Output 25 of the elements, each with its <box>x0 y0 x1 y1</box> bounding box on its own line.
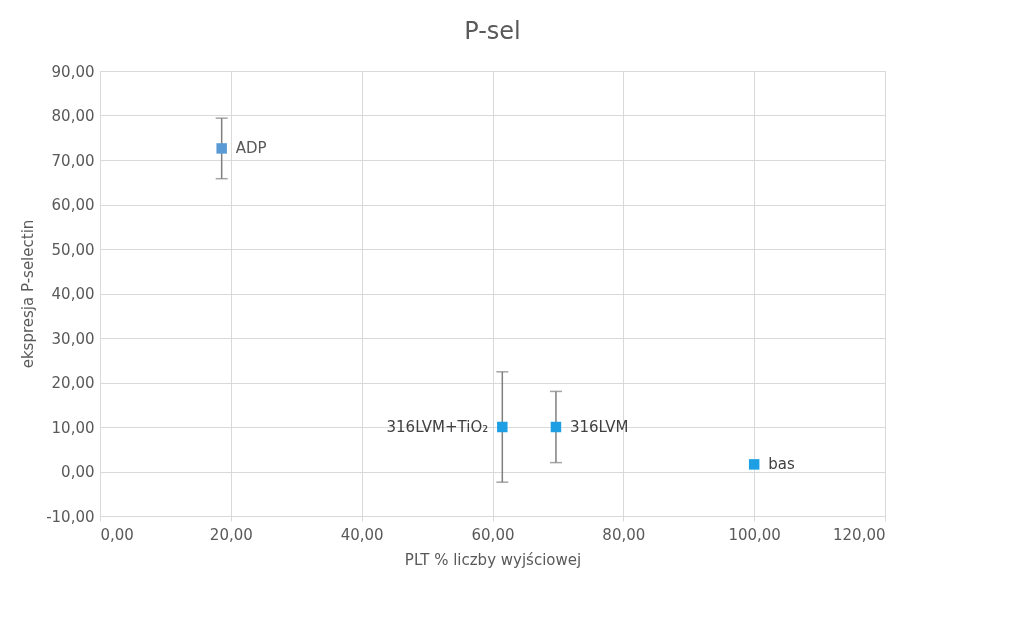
y-tick-label: 50,00 <box>51 240 95 259</box>
y-tick-label: 40,00 <box>51 285 95 303</box>
y-axis-title: ekspresja P-selectin <box>19 219 38 369</box>
x-tick-label: 20,00 <box>209 525 253 544</box>
y-tick-label: 70,00 <box>51 151 95 170</box>
y-tick-label: 0,00 <box>61 463 95 481</box>
x-tick-label: 40,00 <box>340 525 384 544</box>
y-tick-label: 90,00 <box>51 62 95 81</box>
y-tick-label: 60,00 <box>51 196 95 214</box>
annotation: ADP <box>235 139 267 158</box>
annotation: 316LVM <box>569 418 629 436</box>
y-tick-label: 10,00 <box>51 418 95 437</box>
x-tick-label: 100,00 <box>728 525 781 544</box>
annotation: bas <box>768 455 795 474</box>
x-tick-label: 80,00 <box>602 525 646 544</box>
y-tick-label: 20,00 <box>51 374 95 392</box>
x-tick-label: 0,00 <box>100 525 134 544</box>
x-axis-title: PLT % liczby wyjściowej <box>404 550 582 569</box>
chart-title: P-sel <box>464 17 521 45</box>
y-tick-label: 80,00 <box>51 107 95 125</box>
y-tick-label: -10,00 <box>46 507 95 526</box>
y-tick-label: 30,00 <box>51 329 95 348</box>
annotation: 316LVM+TiO₂ <box>386 418 489 436</box>
x-tick-label: 60,00 <box>471 525 515 544</box>
x-tick-label: 120,00 <box>833 525 886 544</box>
